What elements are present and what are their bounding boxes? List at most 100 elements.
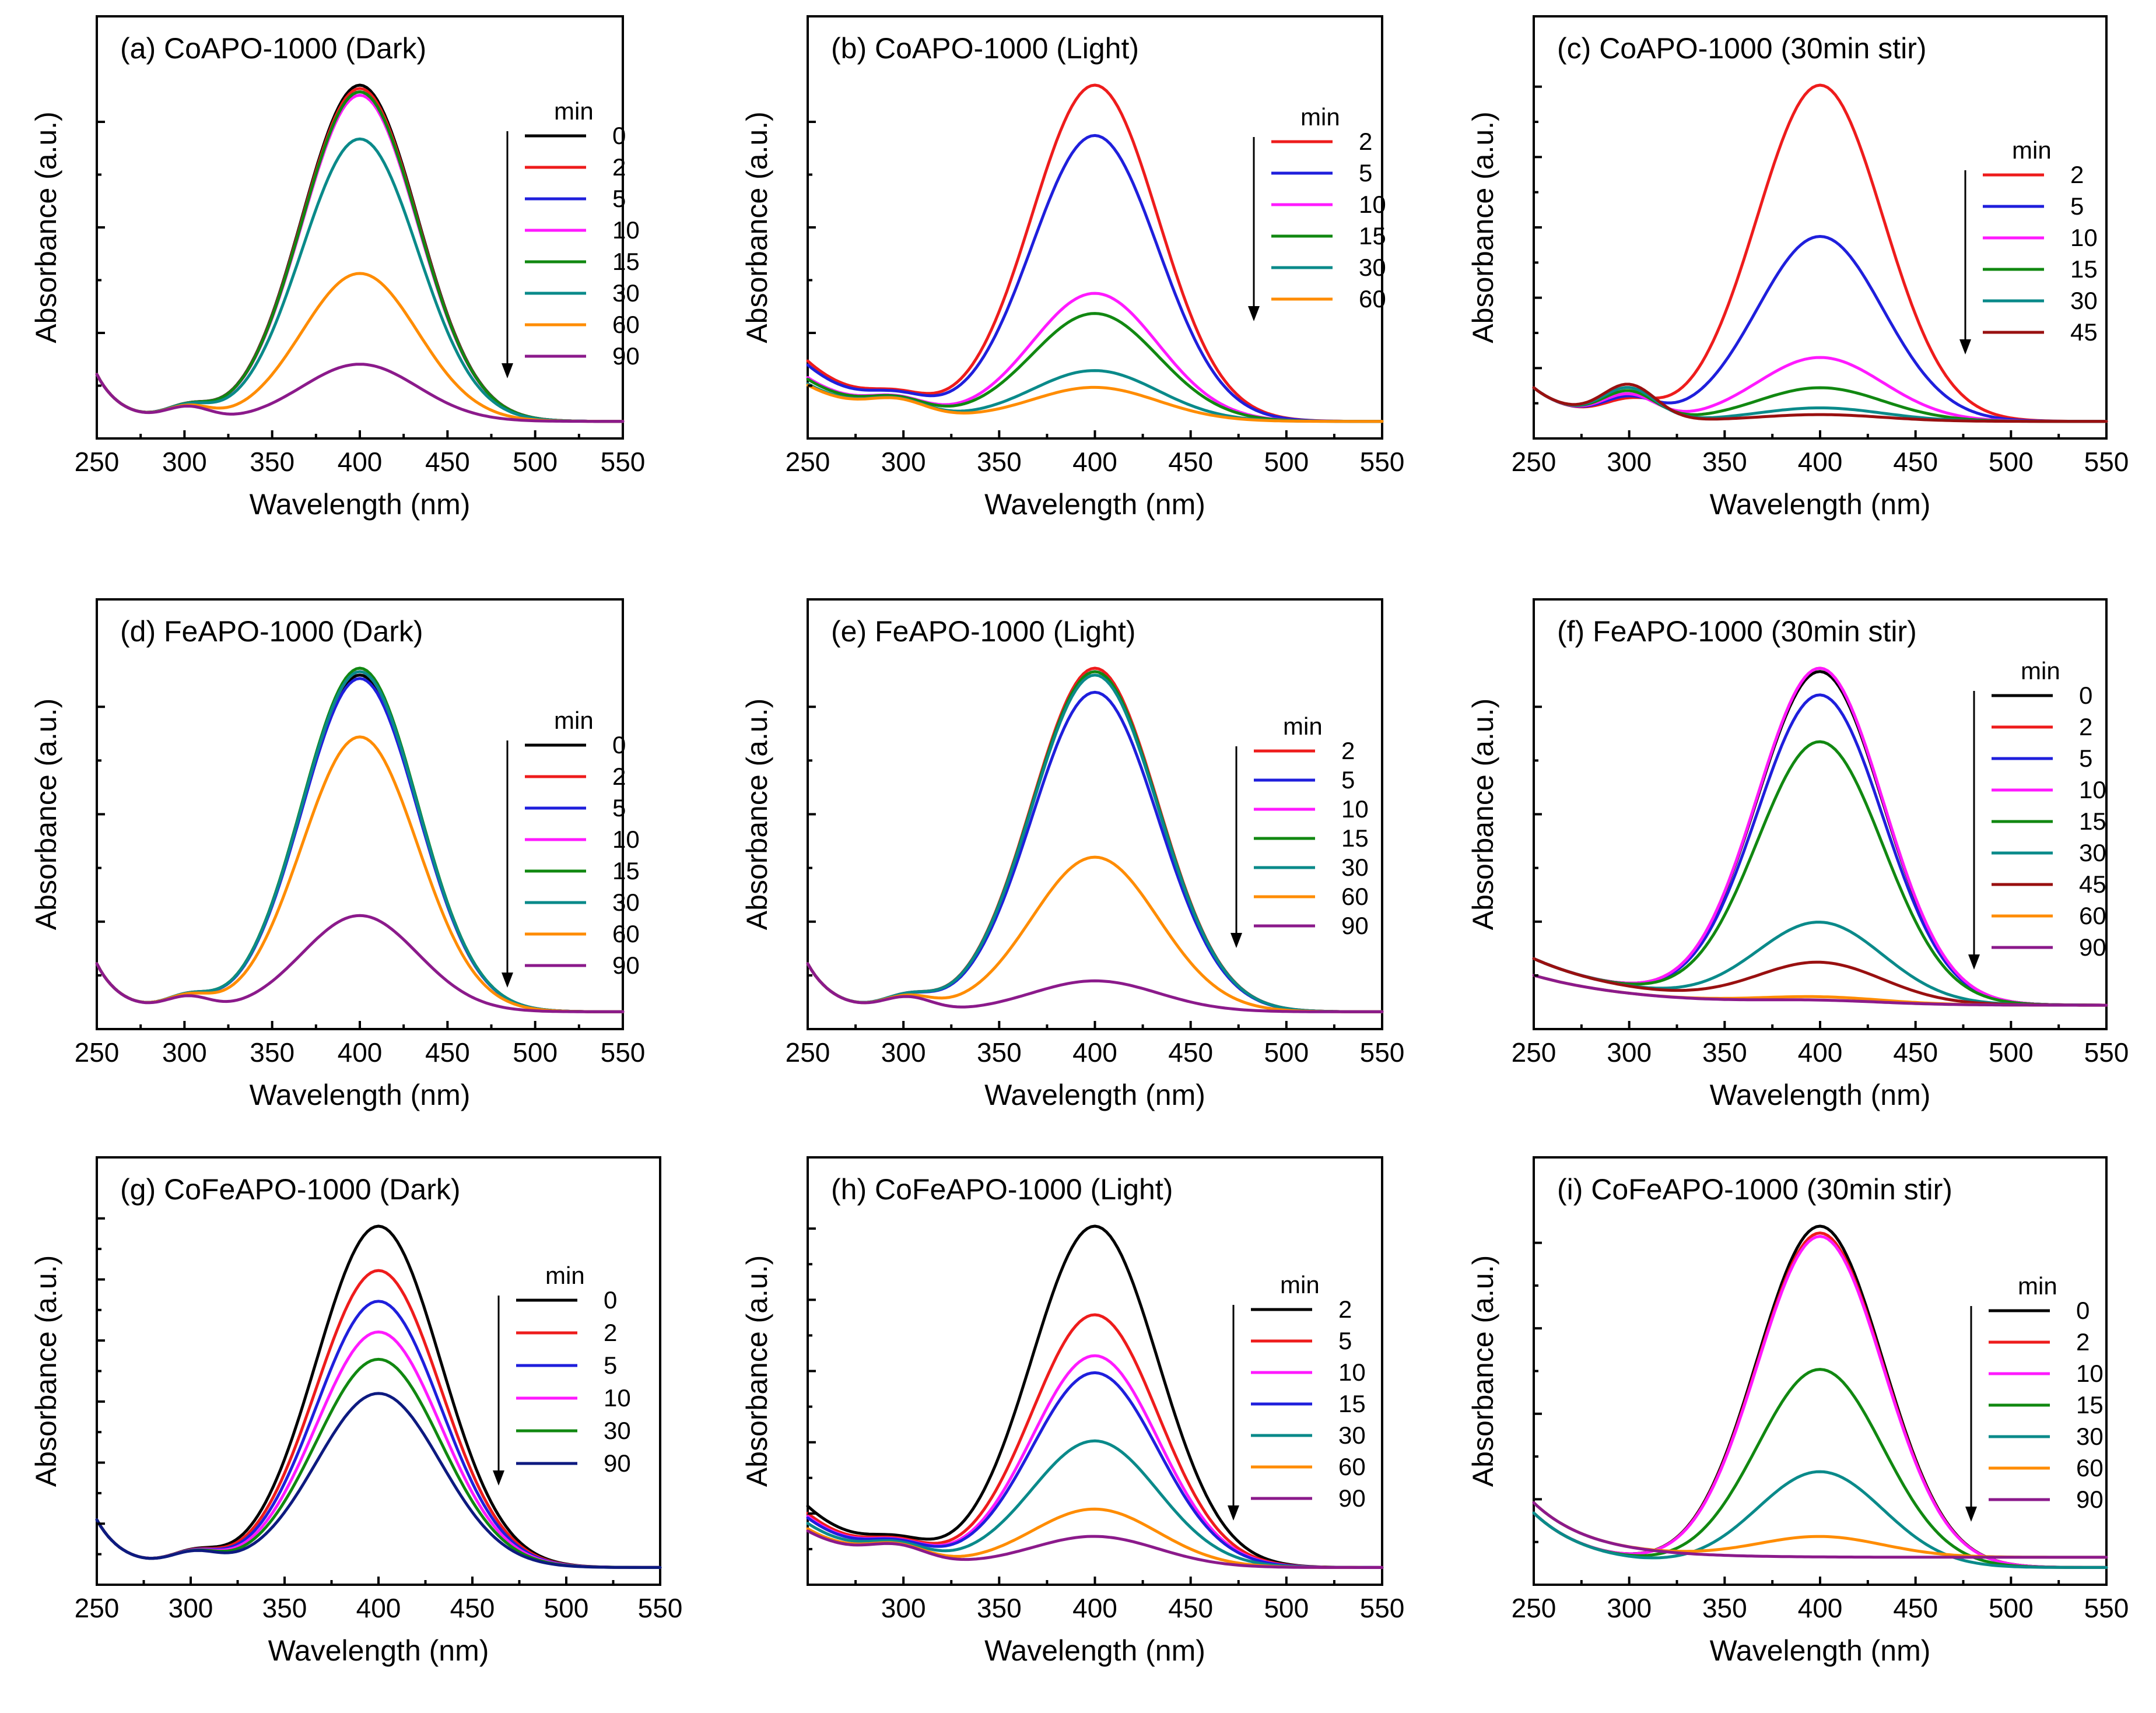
chart-panel-c: 250 300 350 400 450 500 550 (c) CoAPO-1000 (30m…: [1467, 15, 2129, 521]
legend: min 0 2 5 10 15 30 45 60 90: [1968, 657, 2106, 970]
series-line-90min: [95, 363, 625, 423]
legend-label-2min: 2: [2079, 713, 2092, 740]
x-tick-label: 500: [1264, 1593, 1309, 1623]
x-tick-label: 250: [1512, 1593, 1556, 1623]
y-axis-label: Absorbance (a.u.): [1467, 1255, 1499, 1487]
x-tick-label: 550: [1360, 1593, 1405, 1623]
x-tick-label: 250: [786, 1037, 830, 1068]
legend-label-60min: 60: [612, 920, 640, 947]
legend-title: min: [554, 707, 594, 734]
series-line-60min: [806, 383, 1384, 423]
x-tick-label: 350: [1702, 1593, 1747, 1623]
legend-label-2min: 2: [2070, 161, 2084, 188]
down-arrow-icon: [502, 973, 513, 988]
series-line-45min: [1532, 382, 2108, 423]
chart-title: (d) FeAPO-1000 (Dark): [120, 615, 423, 648]
series-line-2min: [1532, 83, 2108, 423]
legend-title: min: [1300, 103, 1340, 131]
series-line-10min: [95, 93, 625, 423]
series-line-30min: [95, 670, 625, 1013]
legend-label-10min: 10: [604, 1384, 631, 1412]
legend-label-30min: 30: [612, 279, 640, 307]
chart-title: (b) CoAPO-1000 (Light): [831, 32, 1139, 65]
series-line-90min: [95, 1392, 662, 1569]
x-tick-label: 350: [977, 1593, 1022, 1623]
y-axis-label: Absorbance (a.u.): [30, 111, 62, 343]
series-line-2min: [1532, 666, 2108, 1007]
legend-label-90min: 90: [612, 342, 640, 370]
y-axis-label: Absorbance (a.u.): [1467, 698, 1499, 930]
series-line-0min: [95, 673, 625, 1013]
legend-label-5min: 5: [604, 1352, 617, 1379]
series-line-10min: [95, 670, 625, 1013]
x-tick-label: 500: [1989, 1593, 2034, 1623]
series-line-5min: [95, 677, 625, 1013]
series-line-90min: [1532, 974, 2108, 1007]
legend-label-30min: 30: [1359, 254, 1386, 281]
chart-title: (a) CoAPO-1000 (Dark): [120, 32, 426, 65]
y-axis-label: Absorbance (a.u.): [30, 1255, 62, 1487]
legend-label-2min: 2: [2076, 1328, 2090, 1356]
legend-title: min: [1283, 712, 1323, 740]
x-tick-label: 300: [881, 1593, 926, 1623]
x-tick-label: 550: [601, 447, 646, 477]
legend-label-10min: 10: [2076, 1360, 2104, 1387]
x-axis-label: Wavelength (nm): [984, 1634, 1205, 1667]
legend-label-15min: 15: [2076, 1391, 2104, 1419]
y-axis-label: Absorbance (a.u.): [1467, 111, 1499, 343]
x-tick-label: 550: [1360, 447, 1405, 477]
legend-label-0min: 0: [612, 731, 626, 759]
series-line-5min: [806, 690, 1384, 1013]
series-line-90min: [1532, 1501, 2108, 1559]
legend-label-45min: 45: [2070, 318, 2098, 346]
legend-label-0min: 0: [604, 1286, 617, 1314]
legend-label-90min: 90: [2079, 933, 2106, 961]
x-tick-label: 550: [638, 1593, 683, 1623]
chart-panel-g: 250 300 350 400 450 500 550(g) CoFeAPO-1000 (D…: [30, 1156, 683, 1667]
x-tick-label: 550: [2084, 1593, 2129, 1623]
series-line-30min: [806, 673, 1384, 1013]
x-tick-label: 450: [450, 1593, 495, 1623]
series-line-90min: [806, 962, 1384, 1013]
y-axis-label: Absorbance (a.u.): [741, 111, 773, 343]
legend: min 0 2 5 10 30 90: [493, 1262, 631, 1486]
legend-label-90min: 90: [2076, 1486, 2104, 1513]
legend-label-10min: 10: [612, 826, 640, 853]
x-tick-label: 300: [162, 447, 207, 477]
x-tick-label: 450: [425, 447, 470, 477]
series-line-10min: [1532, 666, 2108, 1007]
legend-label-30min: 30: [2079, 839, 2106, 866]
x-tick-label: 550: [2084, 1037, 2129, 1068]
legend-label-15min: 15: [1359, 222, 1386, 250]
series-line-15min: [1532, 386, 2108, 423]
legend-label-10min: 10: [2070, 224, 2098, 251]
legend-title: min: [545, 1262, 585, 1289]
x-tick-label: 450: [1168, 1037, 1213, 1068]
series-line-15min: [1532, 740, 2108, 1007]
y-axis-label: Absorbance (a.u.): [741, 1255, 773, 1487]
x-tick-label: 550: [601, 1037, 646, 1068]
x-tick-label: 400: [338, 1037, 383, 1068]
legend-label-5min: 5: [2070, 192, 2084, 220]
series-line-2min: [95, 1269, 662, 1569]
x-tick-label: 500: [513, 447, 558, 477]
chart-panel-h: 300 350 400 450 500 550 (h) CoFeAPO-1000 (Ligh…: [741, 1156, 1405, 1667]
x-tick-label: 500: [513, 1037, 558, 1068]
legend-label-5min: 5: [1359, 159, 1372, 187]
legend-label-60min: 60: [1338, 1453, 1366, 1480]
x-tick-label: 300: [1607, 1037, 1652, 1068]
x-tick-label: 450: [1893, 447, 1938, 477]
plot-frame: [96, 1156, 661, 1586]
legend-label-60min: 60: [612, 311, 640, 338]
legend-label-30min: 30: [2070, 287, 2098, 314]
x-tick-label: 350: [1702, 1037, 1747, 1068]
series-line-60min: [1532, 1501, 2108, 1559]
legend-title: min: [2018, 1272, 2057, 1300]
x-tick-label: 350: [977, 1037, 1022, 1068]
x-tick-label: 300: [1607, 1593, 1652, 1623]
chart-panel-a: 250 300 350 400 450 500 550(a) CoAPO-1000 (Dar…: [30, 15, 646, 521]
series-line-15min: [806, 312, 1384, 423]
legend-label-60min: 60: [1359, 285, 1386, 313]
